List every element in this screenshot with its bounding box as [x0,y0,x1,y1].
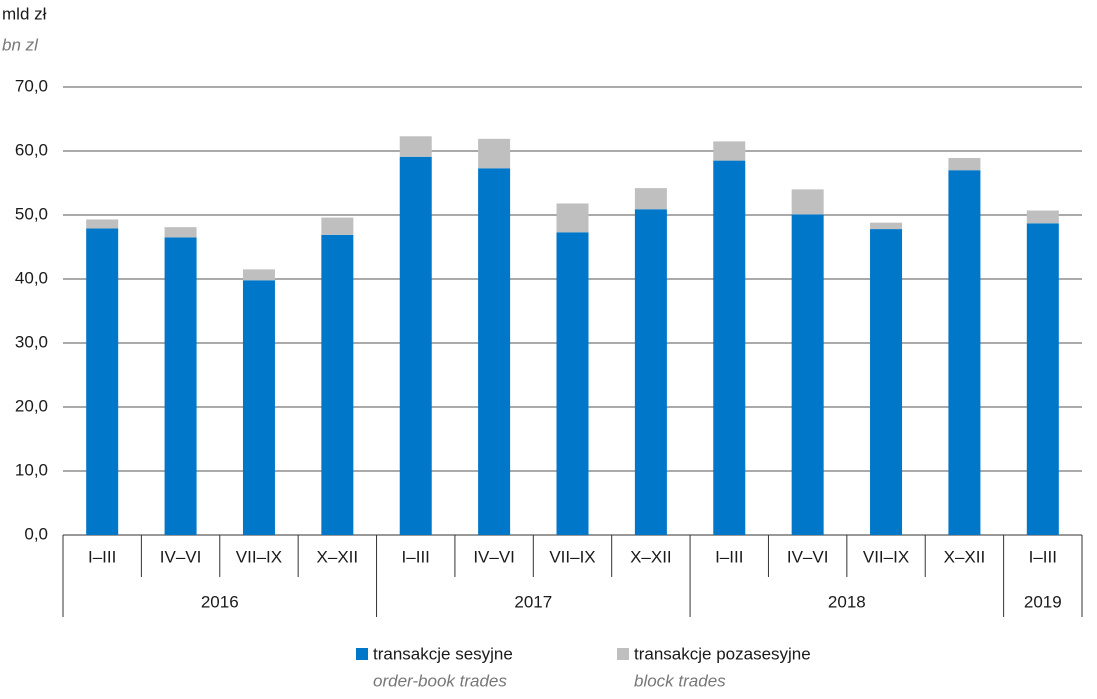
bar-segment [634,188,667,210]
bar-segment [1026,223,1059,535]
y-tick-label: 10,0 [15,460,48,479]
x-tick-label: X–XII [630,547,672,566]
legend-swatch [356,648,368,660]
y-tick-label: 20,0 [15,396,48,415]
y-tick-label: 30,0 [15,332,48,351]
bar-segment [242,269,275,281]
y-tick-label: 60,0 [15,140,48,159]
unit-label: mld zł [2,4,47,23]
bar-segment [948,170,981,535]
x-tick-label: I–III [715,547,743,566]
bar-segment [86,228,119,535]
group-label: 2017 [514,592,552,611]
legend-label-en: block trades [634,671,726,690]
bar-segment [399,156,432,535]
bar-segment [86,219,119,229]
bar-segment [164,227,197,238]
bar-segment [870,229,903,535]
bar-segment [321,234,354,535]
bar-segment [164,237,197,535]
bar-segment [948,158,981,171]
bar-segment [870,222,903,230]
y-tick-label: 0,0 [24,524,48,543]
y-tick-label: 50,0 [15,204,48,223]
x-tick-label: VII–IX [236,547,282,566]
bar-segment [791,189,824,215]
bar-segment [713,160,746,535]
bar-segment [634,209,667,536]
group-label: 2016 [201,592,239,611]
x-tick-label: IV–VI [787,547,829,566]
x-tick-label: IV–VI [473,547,515,566]
bar-segment [791,214,824,536]
bar-segment [478,138,511,169]
legend-swatch [617,648,629,660]
x-tick-label: X–XII [944,547,986,566]
unit-label-en: bn zl [2,35,39,54]
bar-segment [713,141,746,161]
bar-segment [556,232,589,535]
y-tick-label: 40,0 [15,268,48,287]
y-tick-label: 70,0 [15,76,48,95]
group-label: 2019 [1024,592,1062,611]
legend-label: transakcje pozasesyjne [634,644,811,663]
bar-segment [478,168,511,535]
x-tick-label: I–III [88,547,116,566]
x-tick-label: VII–IX [549,547,595,566]
bar-segment [556,203,589,233]
group-label: 2018 [828,592,866,611]
x-tick-label: I–III [1029,547,1057,566]
bar-segment [1026,210,1059,224]
bar-segment [321,217,354,235]
legend-label: transakcje sesyjne [373,644,513,663]
x-tick-label: X–XII [317,547,359,566]
bar-segment [242,280,275,535]
legend-label-en: order-book trades [373,671,507,690]
x-tick-label: I–III [402,547,430,566]
bar-segment [399,136,432,157]
x-tick-label: IV–VI [160,547,202,566]
x-tick-label: VII–IX [863,547,909,566]
